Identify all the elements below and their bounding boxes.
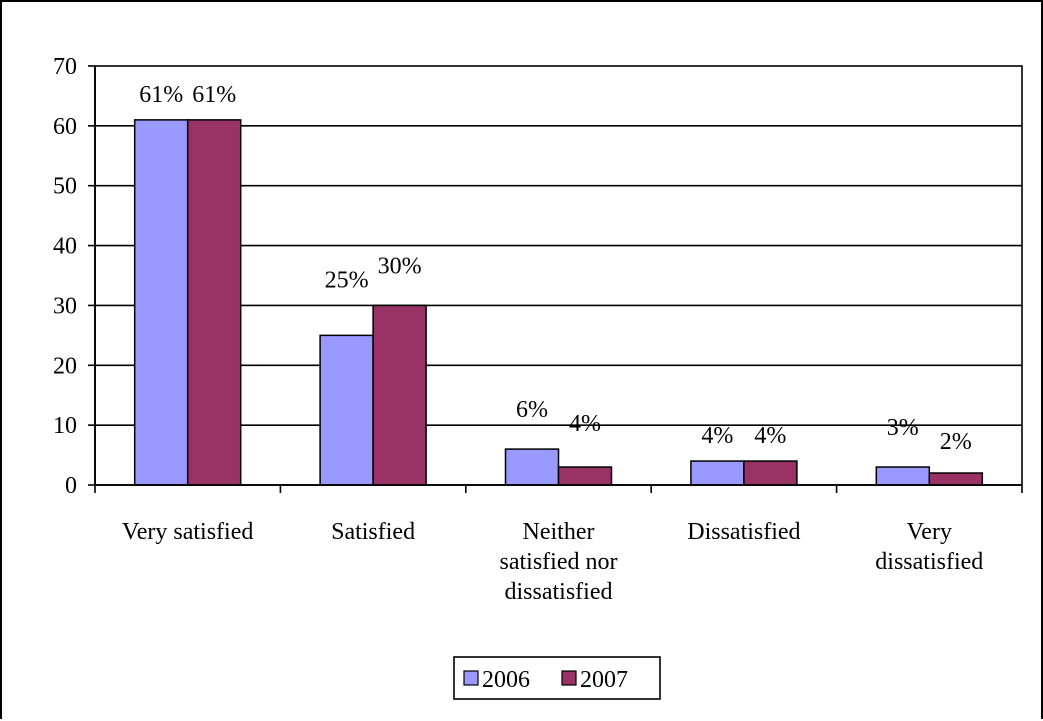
bar-2007 (186, 119, 242, 486)
y-tick-label: 40 (53, 234, 77, 260)
legend-swatch-2007 (561, 670, 577, 686)
data-label: 6% (516, 397, 548, 423)
legend-box (453, 656, 661, 700)
x-tick-label: Dissatisfied (687, 519, 800, 545)
x-tick-label: Very dissatisfied (875, 519, 983, 575)
bar-2007 (557, 466, 613, 486)
x-tick-label: Satisfied (331, 519, 415, 545)
data-label: 25% (325, 267, 369, 293)
x-tick-label: Very satisfied (122, 519, 253, 545)
data-label: 2% (940, 429, 972, 455)
data-label: 4% (569, 411, 601, 437)
data-label: 61% (192, 82, 236, 108)
data-label: 3% (887, 415, 919, 441)
y-tick-label: 30 (53, 293, 77, 319)
data-label: 4% (754, 423, 786, 449)
bar-2006 (133, 119, 189, 486)
y-tick-label: 10 (53, 413, 77, 439)
legend-label-2007: 2007 (580, 667, 628, 693)
data-label: 30% (378, 253, 422, 279)
bar-2006 (504, 448, 560, 486)
y-tick-label: 70 (53, 54, 77, 80)
y-tick-label: 0 (65, 473, 77, 499)
legend-label-2006: 2006 (482, 667, 530, 693)
data-label: 4% (701, 423, 733, 449)
y-tick-label: 20 (53, 353, 77, 379)
bar-2007 (372, 304, 427, 486)
y-tick-label: 60 (53, 114, 77, 140)
legend-swatch-2006 (463, 670, 479, 686)
legend: 2006 2007 (453, 656, 661, 700)
data-label: 61% (139, 82, 183, 108)
bar-2006 (875, 466, 931, 486)
axes: 0 10 20 30 40 50 60 70 Very satisfied Satisfied Ne… (53, 54, 1023, 605)
x-tick-label: Neither satisfied nor dissatisfied (500, 519, 618, 605)
bar-2007 (743, 460, 798, 486)
bar-2006 (319, 334, 374, 486)
data-labels: 61% 25% 6% 4% 3% 61% 30% 4% 4% 2% (139, 82, 972, 455)
bar-2007 (928, 472, 984, 486)
bar-2006 (690, 460, 745, 486)
bars (133, 119, 984, 486)
y-tick-label: 50 (53, 174, 77, 200)
